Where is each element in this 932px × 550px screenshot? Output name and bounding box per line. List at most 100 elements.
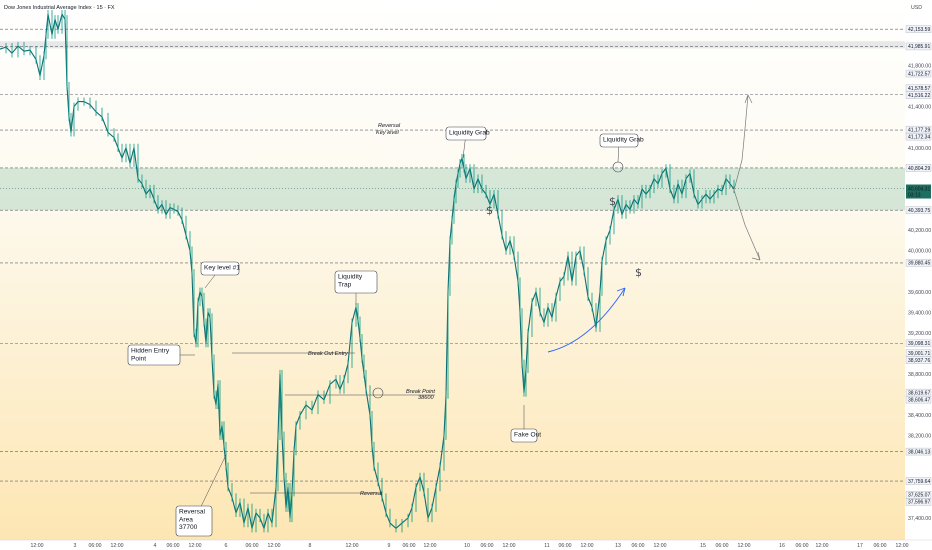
level-label: 41,722.57 [908, 71, 930, 77]
level-label-box [905, 69, 932, 78]
dollar-sign-marker: $ [609, 195, 616, 208]
x-tick-label: 17 [857, 543, 863, 549]
callout-box-liquidity-grab-2[interactable] [599, 133, 639, 148]
x-tick-label: 13 [615, 543, 621, 549]
y-tick-label: 41,800.00 [908, 64, 931, 70]
level-label-box [905, 132, 932, 141]
level-label: 38,937.76 [908, 358, 930, 364]
x-tick-label: 12:00 [31, 543, 44, 549]
y-tick-label: 40,200.00 [908, 228, 931, 234]
break-out-entry-note: Break Out Entry [308, 351, 349, 357]
demand-zone [0, 167, 905, 211]
level-label: 39,880.45 [908, 261, 930, 267]
level-label-box [905, 356, 932, 364]
level-label-box [905, 206, 932, 214]
top-resistance-zone [0, 41, 905, 49]
x-tick-label: 6 [225, 543, 228, 549]
level-label: 41,516.22 [908, 93, 930, 99]
x-tick-label: 12:00 [896, 543, 909, 549]
x-tick-label: 06:00 [632, 543, 645, 549]
callout-box-fake-out[interactable] [510, 428, 538, 443]
x-tick-label: 11 [544, 543, 549, 549]
level-label-box [905, 164, 932, 172]
x-tick-label: 12:00 [424, 543, 437, 549]
recovery-arrowhead [616, 287, 626, 297]
price-line [0, 13, 735, 529]
x-tick-label: 12:00 [654, 543, 667, 549]
time-axis [0, 540, 932, 550]
y-tick-label: 39,200.00 [908, 331, 931, 337]
level-label-box [905, 447, 932, 456]
y-tick-label: 37,400.00 [908, 516, 931, 522]
callout-text-liquidity-grab-1: Liquidity Grab [449, 130, 490, 137]
x-tick-label: 15 [700, 543, 706, 549]
y-tick-label: 39,600.00 [908, 290, 931, 296]
callout-text-liquidity-trap: Trap [338, 281, 352, 288]
projection-up-arrow [733, 94, 749, 191]
level-label: 40,393.75 [908, 208, 930, 214]
level-label: 41,985.91 [908, 44, 930, 50]
currency-label: USD [911, 5, 922, 11]
callout-box-hidden-entry[interactable] [127, 344, 181, 366]
callout-text-hidden-entry: Hidden Entry [131, 348, 170, 355]
callout-box-liquidity-trap[interactable] [334, 270, 378, 294]
level-label: 41,177.29 [908, 127, 930, 133]
level-label-box [905, 42, 932, 51]
projection-down-arrow [733, 189, 761, 261]
x-tick-label: 8 [309, 543, 312, 549]
level-label-box [905, 91, 932, 99]
x-tick-label: 06:00 [796, 543, 809, 549]
callout-text-reversal-area: Reversal [179, 509, 206, 516]
callout-text-liquidity-trap: Liquidity [338, 274, 363, 281]
level-label-box [905, 339, 932, 348]
projection-down-arrowhead [751, 251, 761, 261]
level-label: 41,172.34 [908, 134, 930, 140]
current-price-label: 40,604.31 [908, 186, 930, 192]
price-axis [905, 0, 932, 540]
x-tick-label: 12:00 [346, 543, 359, 549]
level-label: 42,153.59 [908, 27, 930, 33]
level-label-box [905, 25, 932, 33]
dollar-sign-marker: $ [635, 266, 642, 279]
reversal-key-level-note: Reversal [378, 123, 401, 129]
x-tick-label: 4 [154, 543, 157, 549]
level-label-box [905, 395, 932, 404]
callout-text-fake-out: Fake Out [514, 432, 541, 439]
callout-text-reversal-area: 37700 [179, 524, 198, 531]
level-label: 38,619.67 [908, 390, 930, 396]
x-tick-label: 12:00 [111, 543, 124, 549]
y-tick-label: 40,000.00 [908, 249, 931, 255]
level-label-box [905, 259, 932, 267]
x-tick-label: 06:00 [559, 543, 572, 549]
callout-box-reversal-area[interactable] [175, 505, 213, 537]
level-label: 41,578.57 [908, 86, 930, 92]
x-tick-label: 9 [388, 543, 391, 549]
break-point-note: 38600 [418, 395, 434, 401]
callout-text-hidden-entry: Point [131, 355, 146, 362]
x-tick-label: 06:00 [89, 543, 102, 549]
callout-box-liquidity-grab-1[interactable] [445, 126, 487, 141]
recovery-curve [547, 287, 626, 353]
y-tick-label: 41,000.00 [908, 146, 931, 152]
y-tick-label: 41,400.00 [908, 105, 931, 111]
level-label: 37,596.97 [908, 500, 930, 506]
x-tick-label: 12:00 [268, 543, 281, 549]
x-tick-label: 10 [464, 543, 470, 549]
level-label: 39,001.71 [908, 351, 930, 357]
dollar-sign-marker: $ [486, 204, 493, 217]
x-tick-label: 16 [779, 543, 785, 549]
x-tick-label: 06:00 [874, 543, 887, 549]
y-tick-label: 38,200.00 [908, 434, 931, 440]
level-label: 39,098.31 [908, 341, 930, 347]
x-tick-label: 06:00 [403, 543, 416, 549]
reversal-key-level-note: Key level [376, 130, 399, 136]
y-tick-label: 39,400.00 [908, 310, 931, 316]
level-label: 38,046.13 [908, 449, 930, 455]
x-tick-label: 06:00 [716, 543, 729, 549]
projection-up-arrowhead [744, 94, 753, 104]
x-tick-label: 3 [74, 543, 77, 549]
level-label-box [905, 498, 932, 506]
callout-box-key-level-1[interactable] [200, 261, 240, 276]
